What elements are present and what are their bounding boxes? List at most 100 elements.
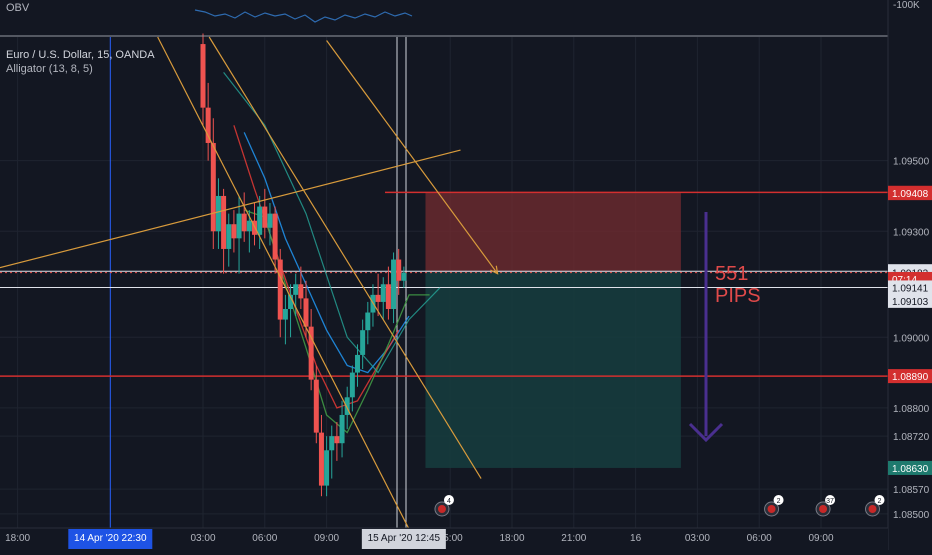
candle-body[interactable]: [303, 298, 309, 327]
event-count-badge: [773, 495, 784, 505]
price-tick-label: 1.08720: [893, 432, 930, 443]
candle-body[interactable]: [391, 259, 397, 309]
price-label-bg: [888, 369, 932, 384]
event-count-badge: [874, 495, 885, 505]
pips-label: PIPS: [715, 285, 761, 307]
flag-icon-center: [437, 505, 446, 513]
candle-body[interactable]: [231, 224, 237, 239]
time-tick-label: 15:00: [438, 533, 463, 544]
ma-line: [223, 71, 441, 374]
price-label-bg: [888, 293, 932, 308]
candle-body[interactable]: [344, 397, 350, 415]
event-count-badge: [825, 495, 836, 505]
candle-body[interactable]: [318, 432, 324, 486]
time-tick-label: 06:00: [252, 533, 277, 544]
symbol-title[interactable]: Euro / U.S. Dollar, 15, OANDA: [6, 49, 155, 61]
trend-line[interactable]: [326, 40, 499, 275]
price-label-bg: [888, 186, 932, 201]
time-tick-label: 18:00: [5, 533, 30, 544]
trend-arrow-head: [490, 265, 499, 275]
time-tick-label: 09:00: [808, 533, 833, 544]
candle-body[interactable]: [200, 44, 206, 108]
price-label: 1.09141: [892, 283, 929, 294]
candle-body[interactable]: [324, 450, 330, 486]
candle-body[interactable]: [282, 308, 288, 320]
candle-body[interactable]: [262, 206, 268, 228]
candle-body[interactable]: [221, 195, 227, 249]
candle-body[interactable]: [401, 272, 407, 281]
trend-line[interactable]: [208, 36, 482, 479]
flag-icon-center: [767, 505, 776, 513]
flag-icon-center: [819, 505, 828, 513]
price-tick-label: 1.09300: [893, 227, 930, 238]
candle-body[interactable]: [334, 436, 340, 444]
candle-body[interactable]: [349, 372, 355, 398]
economic-event-icon[interactable]: 2: [764, 495, 784, 517]
time-tick-label: 03:00: [190, 533, 215, 544]
obv-axis-label: -100K: [893, 0, 920, 11]
price-tick-label: 1.08500: [893, 510, 930, 521]
candle-body[interactable]: [246, 220, 252, 232]
price-tick-label: 1.09500: [893, 157, 930, 168]
candle-body[interactable]: [215, 195, 221, 232]
candle-body[interactable]: [313, 379, 319, 433]
candle-body[interactable]: [226, 224, 232, 249]
price-label: 1.09103: [892, 297, 929, 308]
price-tick-label: 1.09000: [893, 333, 930, 344]
candle-body[interactable]: [308, 326, 314, 380]
symbol-legend: Euro / U.S. Dollar, 15, OANDA Alligator …: [6, 49, 155, 75]
time-tick-label: 18:00: [499, 533, 524, 544]
economic-event-icon[interactable]: 2: [865, 495, 885, 517]
candle-body[interactable]: [210, 142, 216, 232]
candle-body[interactable]: [257, 206, 263, 235]
price-tick-label: 1.08800: [893, 404, 930, 415]
event-count: 2: [777, 498, 781, 505]
candle-body[interactable]: [375, 294, 381, 302]
candle-body[interactable]: [385, 284, 391, 309]
event-count: 37: [826, 498, 834, 505]
candle-body[interactable]: [365, 312, 371, 331]
economic-event-icon[interactable]: 37: [815, 495, 836, 517]
candle-body[interactable]: [380, 284, 386, 302]
candle-body[interactable]: [267, 213, 273, 228]
economic-event-icon[interactable]: 4: [434, 495, 454, 517]
event-count: 4: [447, 498, 451, 505]
candle-body[interactable]: [329, 436, 335, 451]
price-label-bg: [888, 280, 932, 295]
candle-body[interactable]: [241, 213, 247, 232]
time-highlight-label: 14 Apr '20 22:30: [74, 533, 147, 544]
candle-body[interactable]: [396, 259, 402, 281]
candle-body[interactable]: [339, 414, 345, 444]
price-label: 1.08890: [892, 372, 929, 383]
candle-body[interactable]: [236, 213, 242, 239]
obv-label: OBV: [6, 2, 30, 14]
time-tick-label: 21:00: [561, 533, 586, 544]
candle-body[interactable]: [360, 330, 366, 355]
time-tick-label: 16: [630, 533, 642, 544]
candle-body[interactable]: [298, 284, 304, 299]
pips-arrow-head: [688, 422, 724, 443]
price-tick-label: 1.08570: [893, 485, 930, 496]
time-tick-label: 03:00: [685, 533, 710, 544]
event-count: 2: [878, 498, 882, 505]
candle-body[interactable]: [293, 284, 299, 295]
pips-value: 551: [715, 263, 748, 285]
take-profit-zone[interactable]: [425, 271, 681, 468]
candle-body[interactable]: [288, 294, 294, 309]
flag-icon-center: [868, 505, 877, 513]
price-label: 1.09408: [892, 189, 929, 200]
candle-body[interactable]: [277, 259, 283, 320]
price-label: 1.08630: [892, 464, 929, 475]
stop-loss-zone[interactable]: [425, 192, 681, 272]
candle-body[interactable]: [205, 107, 211, 143]
candle-body[interactable]: [272, 213, 278, 260]
time-tick-label: 06:00: [747, 533, 772, 544]
candle-body[interactable]: [355, 354, 360, 373]
price-label-bg: [888, 460, 932, 475]
trend-line[interactable]: [157, 36, 420, 550]
indicator-title[interactable]: Alligator (13, 8, 5): [6, 63, 93, 75]
trend-line[interactable]: [0, 149, 461, 274]
time-tick-label: 09:00: [314, 533, 339, 544]
